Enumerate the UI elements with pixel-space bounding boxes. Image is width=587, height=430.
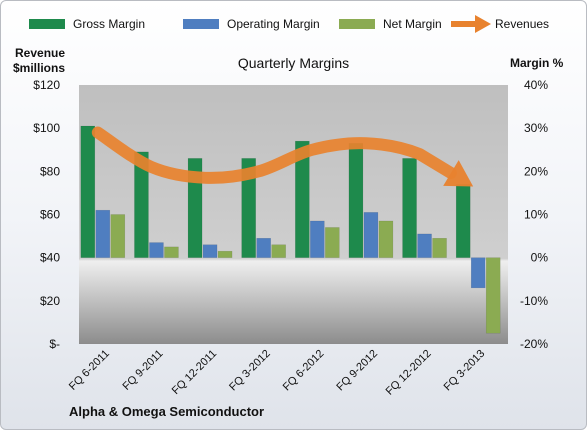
left-tick-label: $40 (40, 251, 60, 265)
footer-label: Alpha & Omega Semiconductor (69, 404, 264, 419)
bar-operating-margin (417, 233, 432, 258)
bar-gross-margin (134, 151, 149, 258)
legend-swatch-operating-margin (183, 19, 219, 29)
category-label: FQ 12-2012 (384, 348, 434, 398)
left-tick-label: $100 (33, 121, 60, 135)
left-tick-label: $80 (40, 164, 60, 178)
revenue-line (91, 126, 457, 184)
legend: Gross Margin Operating Margin Net Margin Re… (29, 15, 549, 33)
right-tick-label: -10% (520, 294, 548, 308)
bar-net-margin (164, 246, 179, 258)
legend-label-revenues: Revenues (495, 17, 549, 31)
category-label: FQ 3-2012 (227, 348, 273, 394)
bar-net-margin (325, 227, 340, 258)
legend-label-gross-margin: Gross Margin (73, 17, 145, 31)
bar-operating-margin (149, 242, 164, 258)
category-label: FQ 9-2011 (120, 348, 165, 393)
legend-label-net-margin: Net Margin (383, 17, 442, 31)
left-tick-label: $60 (40, 208, 60, 222)
right-tick-label: 10% (524, 208, 548, 222)
legend-label-operating-margin: Operating Margin (227, 17, 320, 31)
left-axis-label-line1: Revenue (15, 46, 65, 60)
bar-operating-margin (363, 212, 379, 258)
bar-gross-margin (295, 140, 310, 258)
right-tick-label: -20% (520, 337, 548, 351)
bar-gross-margin (348, 143, 364, 258)
right-tick-label: 0% (531, 251, 549, 265)
bar-operating-margin (256, 237, 271, 258)
bar-net-margin (432, 237, 447, 258)
bar-net-margin (485, 257, 501, 334)
left-tick-label: $- (49, 337, 60, 351)
chart-title: Quarterly Margins (238, 55, 349, 71)
bar-operating-margin (470, 257, 486, 289)
legend-swatch-gross-margin (29, 19, 65, 29)
left-tick-label: $120 (33, 78, 60, 92)
bar-net-margin (217, 250, 233, 258)
left-axis-label-line2: $millions (13, 61, 65, 75)
category-label: FQ 6-2012 (281, 348, 327, 394)
bars-group (80, 125, 501, 334)
bar-operating-margin (310, 220, 325, 258)
right-axis-ticks: -20% -10% 0% 10% 20% 30% 40% (520, 78, 548, 351)
bar-gross-margin (241, 158, 256, 258)
left-tick-label: $20 (40, 294, 60, 308)
right-axis-label: Margin % (510, 56, 564, 70)
category-label: FQ 9-2012 (334, 348, 380, 394)
right-tick-label: 30% (524, 121, 548, 135)
bar-net-margin (271, 244, 286, 258)
right-tick-label: 40% (524, 78, 548, 92)
revenue-series (91, 126, 474, 187)
left-axis-ticks: $- $20 $40 $60 $80 $100 $120 (33, 78, 60, 351)
category-labels: FQ 6-2011 FQ 9-2011 FQ 12-2011 FQ 3-2012 FQ … (67, 348, 487, 398)
bar-operating-margin (95, 209, 111, 258)
right-tick-label: 20% (524, 164, 548, 178)
bar-gross-margin (455, 184, 471, 258)
category-label: FQ 3-2013 (442, 348, 488, 394)
category-label: FQ 6-2011 (67, 348, 112, 393)
category-label: FQ 12-2011 (170, 348, 219, 397)
legend-arrow-revenues (475, 15, 491, 33)
plot-area (79, 85, 508, 344)
legend-swatch-net-margin (339, 19, 375, 29)
revenue-arrowhead (443, 160, 474, 187)
bar-net-margin (378, 220, 394, 258)
bar-net-margin (110, 214, 126, 258)
bar-gross-margin (402, 158, 417, 258)
bar-operating-margin (202, 244, 218, 258)
bar-gross-margin (80, 125, 96, 258)
